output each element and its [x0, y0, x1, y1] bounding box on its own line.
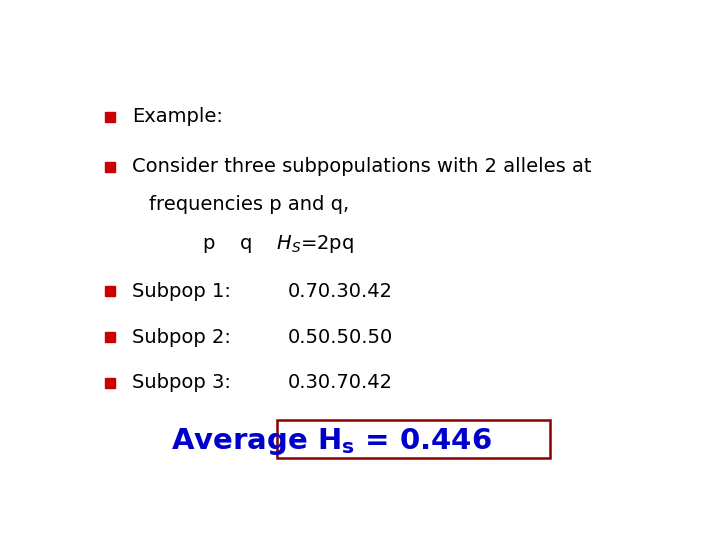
Text: frequencies p and q,: frequencies p and q, — [148, 194, 348, 214]
Text: 0.70.30.42: 0.70.30.42 — [288, 282, 393, 301]
Text: Average $\mathbf{H_s}$ = 0.446: Average $\mathbf{H_s}$ = 0.446 — [171, 426, 492, 457]
Text: Subpop 1:: Subpop 1: — [132, 282, 230, 301]
Text: p    q    $H_S$=2pq: p q $H_S$=2pq — [202, 233, 354, 254]
Text: Subpop 2:: Subpop 2: — [132, 328, 230, 347]
Text: 0.50.50.50: 0.50.50.50 — [288, 328, 393, 347]
Text: Example:: Example: — [132, 107, 222, 126]
Text: 0.30.70.42: 0.30.70.42 — [288, 373, 393, 393]
Text: Subpop 3:: Subpop 3: — [132, 373, 230, 393]
FancyBboxPatch shape — [277, 420, 550, 458]
Text: Consider three subpopulations with 2 alleles at: Consider three subpopulations with 2 all… — [132, 157, 591, 176]
